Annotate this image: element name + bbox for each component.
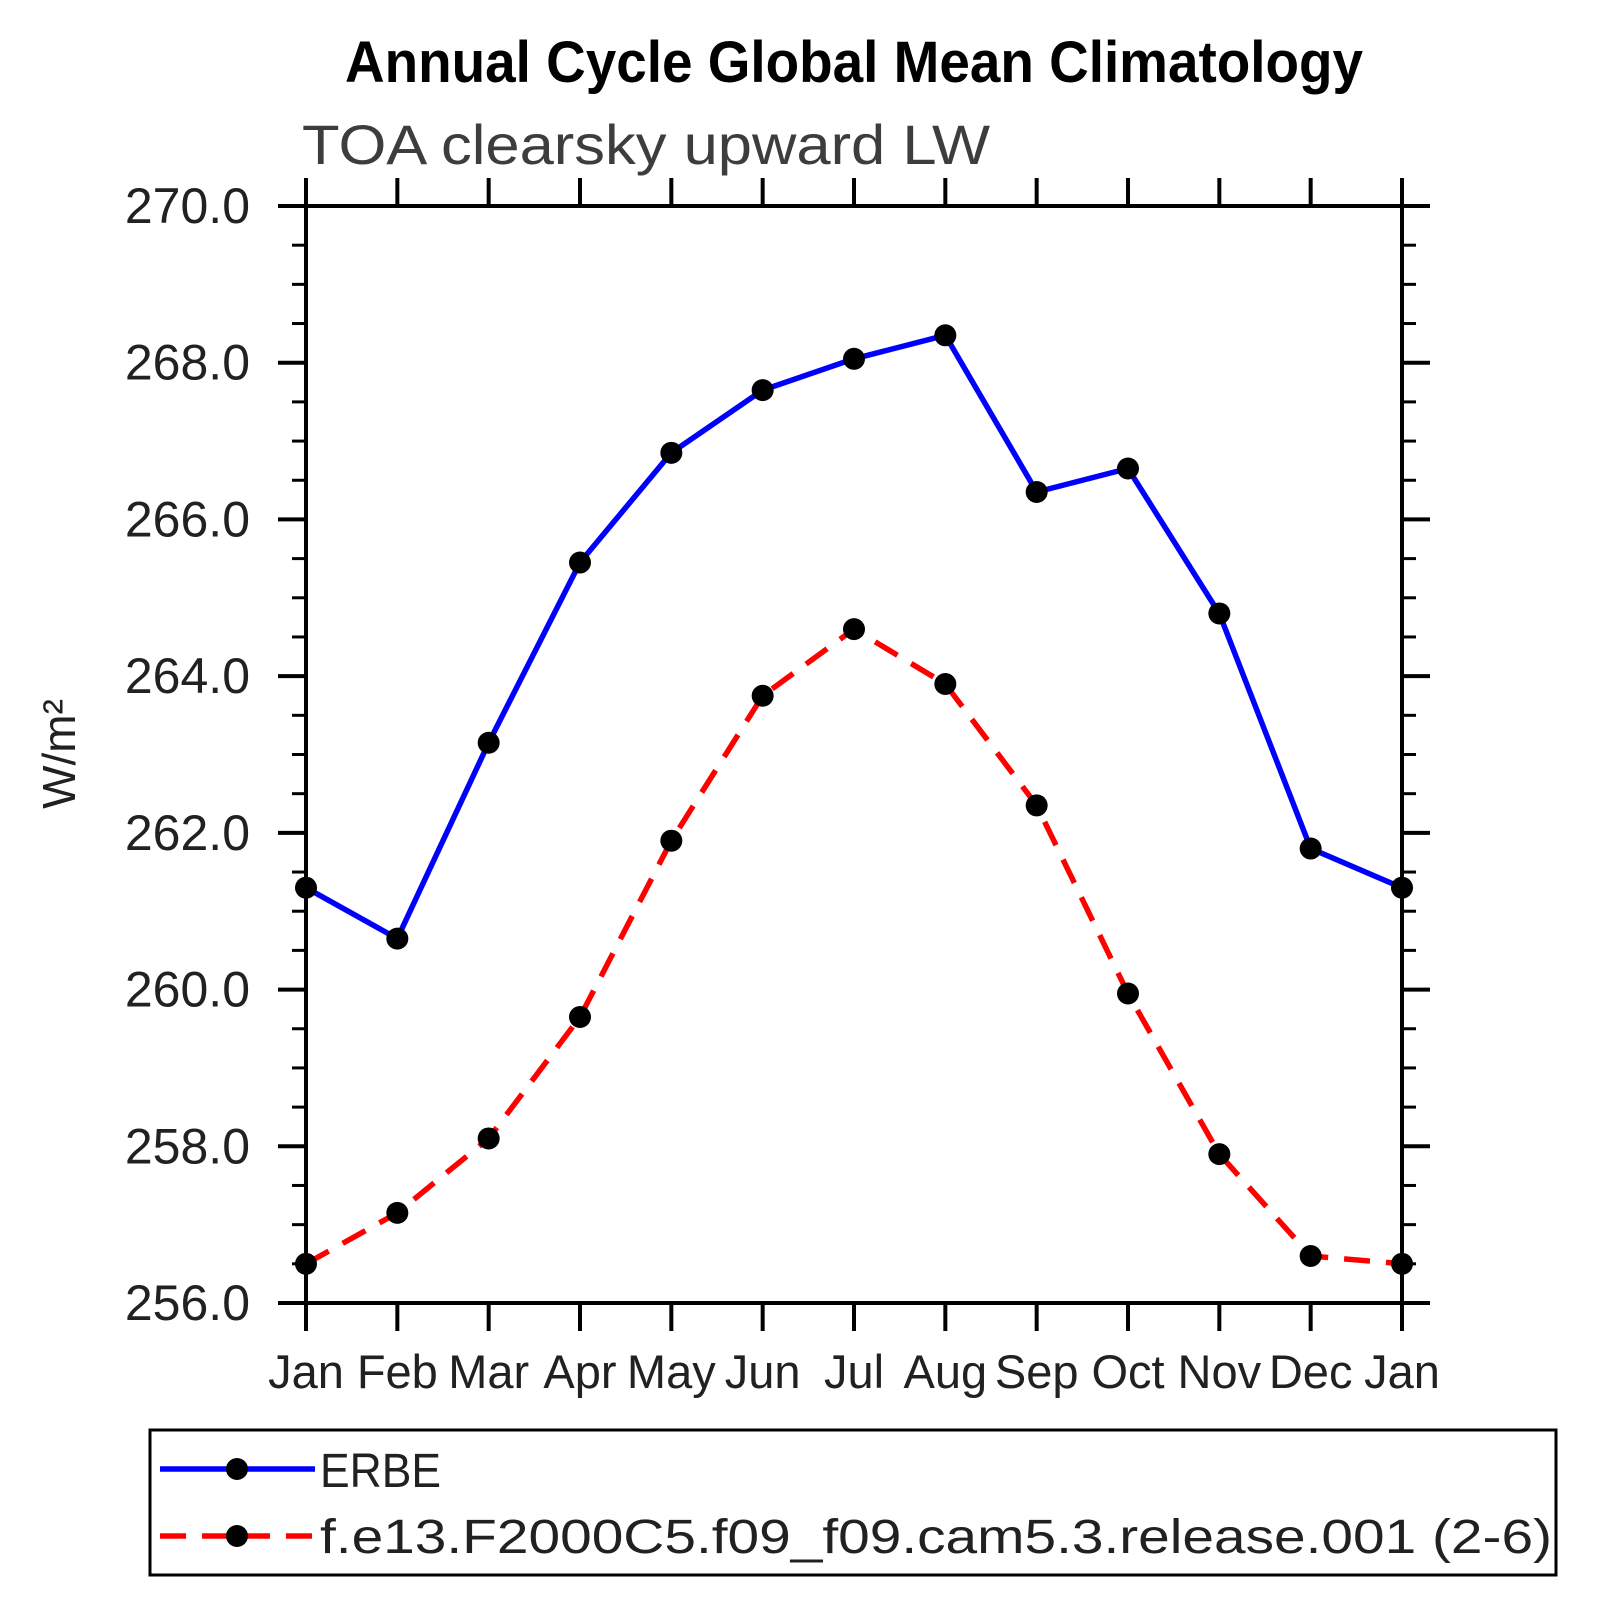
y-tick-label: 262.0	[125, 805, 250, 861]
data-point-marker	[1025, 481, 1048, 504]
data-point-marker	[295, 876, 317, 899]
y-tick-label: 268.0	[125, 335, 250, 391]
data-point-marker	[660, 441, 683, 464]
y-tick-label: 258.0	[125, 1118, 250, 1174]
y-tick-label: 260.0	[125, 962, 250, 1018]
data-point-marker	[843, 347, 865, 370]
data-point-marker	[295, 1252, 317, 1275]
data-point-marker	[1391, 876, 1413, 899]
legend-marker-model	[226, 1525, 248, 1547]
data-point-marker	[386, 1201, 409, 1224]
x-tick-label: May	[627, 1345, 716, 1398]
x-tick-label: Dec	[1269, 1345, 1353, 1398]
data-point-marker	[934, 672, 957, 695]
data-point-marker	[660, 829, 683, 852]
data-series	[295, 324, 1413, 1275]
data-point-marker	[843, 618, 865, 641]
series-line-1	[304, 625, 1403, 1267]
data-point-marker	[569, 1005, 591, 1028]
x-tick-label: Jan	[268, 1345, 344, 1398]
axis-ticks	[278, 178, 1430, 1331]
x-tick-label: Jun	[725, 1345, 801, 1398]
x-tick-label: Mar	[448, 1345, 529, 1398]
y-tick-label: 256.0	[125, 1275, 250, 1331]
data-point-marker	[1299, 1244, 1322, 1267]
legend-border	[148, 1428, 1558, 1577]
legend-marker-erbe	[226, 1458, 248, 1480]
y-tick-label: 266.0	[125, 491, 250, 547]
data-point-marker	[1025, 794, 1048, 817]
x-tick-label: Nov	[1178, 1345, 1262, 1398]
x-tick-labels: Jan Feb Mar Apr May Jun Jul Aug Sep Oct Nov Dec Jan	[268, 1345, 1440, 1398]
data-point-marker	[751, 684, 774, 707]
data-point-marker	[1208, 602, 1231, 625]
x-tick-label: Sep	[995, 1345, 1079, 1398]
legend-label-model: f.e13.F2000C5.f09_f09.cam5.3.release.001…	[320, 1511, 1552, 1564]
y-axis-label: W/m²	[33, 699, 85, 809]
y-tick-label: 270.0	[125, 178, 250, 234]
data-point-marker	[751, 379, 774, 402]
data-point-marker	[569, 551, 591, 574]
x-tick-label: Jan	[1364, 1345, 1440, 1398]
x-tick-label: Feb	[357, 1345, 438, 1398]
y-tick-labels: 256.0 258.0 260.0 262.0 264.0 266.0 268.0 270.0	[125, 178, 250, 1331]
x-tick-label: Apr	[543, 1345, 616, 1398]
x-tick-label: Aug	[904, 1345, 988, 1398]
axes-frame	[304, 204, 1404, 1305]
data-point-marker	[934, 324, 957, 347]
data-point-marker	[386, 927, 409, 950]
chart-title: Annual Cycle Global Mean Climatology	[345, 30, 1363, 95]
x-tick-label: Oct	[1091, 1345, 1164, 1398]
legend-box: ERBE f.e13.F2000C5.f09_f09.cam5.3.releas…	[148, 1428, 1558, 1577]
data-point-marker	[1117, 982, 1139, 1005]
legend-label-erbe: ERBE	[320, 1445, 441, 1498]
data-point-marker	[477, 731, 500, 754]
data-point-marker	[1391, 1252, 1413, 1275]
data-point-marker	[1117, 457, 1139, 480]
data-point-marker	[1299, 837, 1322, 860]
x-tick-label: Jul	[824, 1345, 884, 1398]
plot-frame	[304, 204, 1404, 1305]
y-tick-label: 264.0	[125, 648, 250, 704]
data-point-marker	[477, 1127, 500, 1150]
data-point-marker	[1208, 1143, 1231, 1166]
chart-subtitle: TOA clearsky upward LW	[302, 113, 990, 176]
